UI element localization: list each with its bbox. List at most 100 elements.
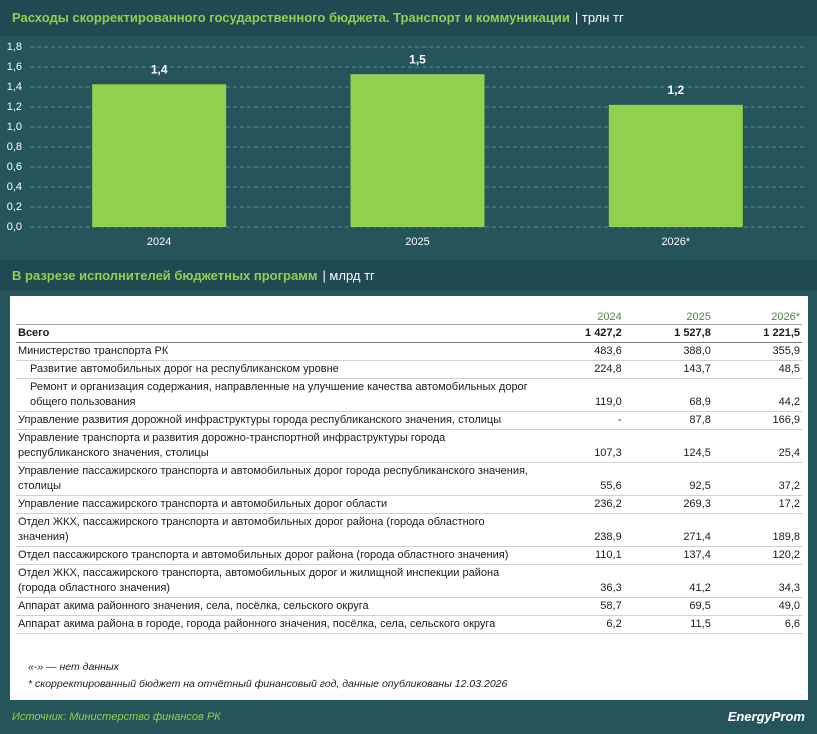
bar [608, 104, 743, 227]
cell: 110,1 [534, 546, 624, 565]
cell: 189,8 [712, 513, 802, 547]
cell: - [534, 411, 624, 430]
cell: 236,2 [534, 495, 624, 514]
y-tick-label: 1,6 [7, 61, 22, 73]
x-tick-label: 2026* [661, 236, 690, 248]
row-label: Управление транспорта и развития дорожно… [16, 429, 535, 463]
cell: 269,3 [623, 495, 713, 514]
cell: 37,2 [712, 462, 802, 496]
title-bar [0, 0, 817, 36]
row-label: Управление развития дорожной инфраструкт… [16, 411, 535, 430]
header-cell: 2024 [534, 310, 624, 325]
cell: 1 527,8 [623, 324, 713, 343]
cell: 11,5 [623, 615, 713, 634]
table: 2024 2025 2026* Всего 1 427,2 1 527,8 1 221,5… [16, 310, 802, 634]
table-row: Управление пассажирского транспорта и ав… [16, 462, 802, 496]
cell: 17,2 [712, 495, 802, 514]
cell: 137,4 [623, 546, 713, 565]
cell: 1 427,2 [534, 324, 624, 343]
section-heading: В разрезе исполнителей бюджетных програм… [12, 268, 375, 283]
cell: 25,4 [712, 429, 802, 463]
row-label: Аппарат акима районного значения, села, … [16, 597, 535, 616]
section-title: В разрезе исполнителей бюджетных програм… [12, 268, 318, 283]
cell: 107,3 [534, 429, 624, 463]
y-tick-label: 0,0 [7, 221, 22, 233]
y-tick-label: 1,2 [7, 101, 22, 113]
cell: 41,2 [623, 564, 713, 598]
table-row: Отдел ЖКХ, пассажирского транспорта, авт… [16, 564, 802, 598]
cell: 388,0 [623, 342, 713, 361]
cell: 36,3 [534, 564, 624, 598]
cell: 44,2 [712, 378, 802, 412]
cell: 238,9 [534, 513, 624, 547]
header-cell: 2026* [712, 310, 802, 325]
cell: 68,9 [623, 378, 713, 412]
row-label: Отдел ЖКХ, пассажирского транспорта, авт… [16, 564, 535, 598]
value-label: 1,4 [151, 62, 168, 76]
row-label: Отдел ЖКХ, пассажирского транспорта и ав… [16, 513, 535, 547]
cell: 69,5 [623, 597, 713, 616]
cell: 1 221,5 [712, 324, 802, 343]
cell: 271,4 [623, 513, 713, 547]
cell: 92,5 [623, 462, 713, 496]
table-panel: 2024 2025 2026* Всего 1 427,2 1 527,8 1 221,5… [10, 296, 808, 700]
cell: 166,9 [712, 411, 802, 430]
table-row: Министерство транспорта РК 483,6 388,0 355,… [16, 342, 802, 361]
y-tick-label: 1,0 [7, 121, 22, 133]
source: Источник: Министерство финансов РК [12, 711, 221, 723]
note: «-» — нет данных [28, 661, 119, 673]
table-row: Аппарат акима районного значения, села, … [16, 597, 802, 616]
row-label: Развитие автомобильных дорог на республи… [16, 360, 535, 379]
row-label: Управление пассажирского транспорта и ав… [16, 495, 535, 514]
cell: 119,0 [534, 378, 624, 412]
table-row: Отдел ЖКХ, пассажирского транспорта и ав… [16, 513, 802, 547]
row-label: Аппарат акима района в городе, города ра… [16, 615, 535, 634]
table-row: Всего 1 427,2 1 527,8 1 221,5 [16, 324, 802, 343]
table-row: Отдел пассажирского транспорта и автомоб… [16, 546, 802, 565]
cell: 49,0 [712, 597, 802, 616]
value-label: 1,2 [667, 83, 684, 97]
cell: 87,8 [623, 411, 713, 430]
table-row: Управление развития дорожной инфраструкт… [16, 411, 802, 430]
chart-unit: | трлн тг [574, 10, 624, 25]
y-tick-label: 0,2 [7, 201, 22, 213]
cell: 120,2 [712, 546, 802, 565]
chart-heading: Расходы скорректированного государственн… [12, 10, 624, 25]
row-label: Министерство транспорта РК [16, 342, 535, 361]
row-label: Ремонт и организация содержания, направл… [16, 378, 535, 412]
table-header: 2024 2025 2026* [16, 310, 802, 325]
section-bar [0, 260, 817, 291]
cell: 55,6 [534, 462, 624, 496]
table-row: Управление пассажирского транспорта и ав… [16, 495, 802, 514]
chart: 0,0 0,2 0,4 0,6 0,8 1,0 1,2 1,4 1,6 1,8 2024 1,4 202… [7, 41, 805, 248]
chart-title: Расходы скорректированного государственн… [12, 10, 570, 25]
cell: 355,9 [712, 342, 802, 361]
row-label: Всего [16, 324, 535, 343]
x-tick-label: 2025 [405, 236, 429, 248]
y-tick-label: 0,4 [7, 181, 22, 193]
y-tick-label: 0,6 [7, 161, 22, 173]
y-tick-label: 0,8 [7, 141, 22, 153]
bar [350, 74, 485, 227]
note: * скорректированный бюджет на отчётный ф… [28, 678, 508, 690]
header-cell [16, 310, 535, 325]
bar [92, 84, 227, 227]
cell: 6,2 [534, 615, 624, 634]
table-row: Управление транспорта и развития дорожно… [16, 429, 802, 463]
cell: 58,7 [534, 597, 624, 616]
row-label: Отдел пассажирского транспорта и автомоб… [16, 546, 535, 565]
table-row: Аппарат акима района в городе, города ра… [16, 615, 802, 634]
cell: 143,7 [623, 360, 713, 379]
y-tick-label: 1,8 [7, 41, 22, 53]
cell: 124,5 [623, 429, 713, 463]
cell: 48,5 [712, 360, 802, 379]
cell: 483,6 [534, 342, 624, 361]
cell: 34,3 [712, 564, 802, 598]
table-body: Всего 1 427,2 1 527,8 1 221,5 Министерство т… [16, 324, 802, 634]
table-row: Ремонт и организация содержания, направл… [16, 378, 802, 412]
header-cell: 2025 [623, 310, 713, 325]
logo: EnergyProm [727, 709, 805, 724]
row-label: Управление пассажирского транспорта и ав… [16, 462, 535, 496]
cell: 6,6 [712, 615, 802, 634]
